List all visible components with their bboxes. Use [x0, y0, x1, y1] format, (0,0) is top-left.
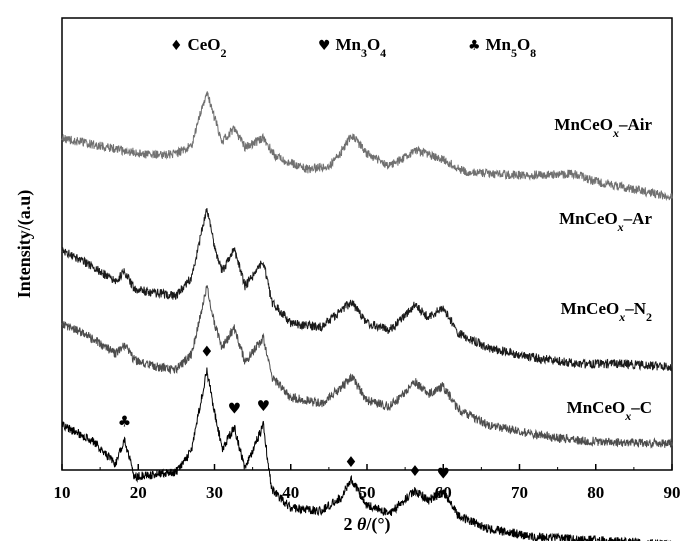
peak-marker: ♦ [344, 453, 357, 471]
x-tick-label: 70 [511, 483, 528, 502]
x-axis: 10 20 30 40 50 60 70 80 90 [54, 464, 681, 502]
series-line [61, 367, 672, 541]
x-tick-label: 30 [206, 483, 223, 502]
x-axis-label: 2 θ/(°) [343, 514, 390, 535]
series-label: MnCeOx–N2 [561, 299, 652, 324]
series-labels: MnCeOx–Air MnCeOx–Ar MnCeOx–N2 MnCeOx–C [554, 115, 652, 423]
legend-item: ♣ Mn5O8 [468, 35, 536, 60]
series-layer [61, 91, 673, 541]
peak-marker: ♦ [408, 462, 421, 480]
x-tick-label: 10 [54, 483, 71, 502]
x-tick-label: 90 [664, 483, 681, 502]
legend: ♦ CeO2 ♥ Mn3O4 ♣ Mn5O8 [170, 35, 536, 60]
peak-marker: ♥ [437, 465, 450, 483]
x-tick-label: 80 [587, 483, 604, 502]
annotation-layer: ♣ ♦ ♥ ♥ ♦ ♦ ♥ [118, 342, 450, 482]
series-line [61, 208, 673, 372]
legend-item: ♥ Mn3O4 [318, 35, 386, 60]
peak-marker: ♣ [118, 413, 131, 431]
series-label: MnCeOx–C [567, 398, 652, 423]
series-label: MnCeOx–Ar [559, 209, 652, 234]
series-label: MnCeOx–Air [554, 115, 652, 140]
peak-marker: ♥ [257, 397, 270, 415]
x-tick-label: 40 [282, 483, 299, 502]
y-axis-label: Intensity/(a.u) [14, 190, 35, 299]
peak-marker: ♦ [200, 342, 213, 360]
x-tick-label: 60 [435, 483, 452, 502]
legend-item: ♦ CeO2 [170, 35, 226, 60]
series-line [61, 285, 673, 449]
x-tick-label: 50 [359, 483, 376, 502]
x-tick-label: 20 [130, 483, 147, 502]
series-line [61, 91, 673, 202]
peak-marker: ♥ [228, 400, 241, 418]
